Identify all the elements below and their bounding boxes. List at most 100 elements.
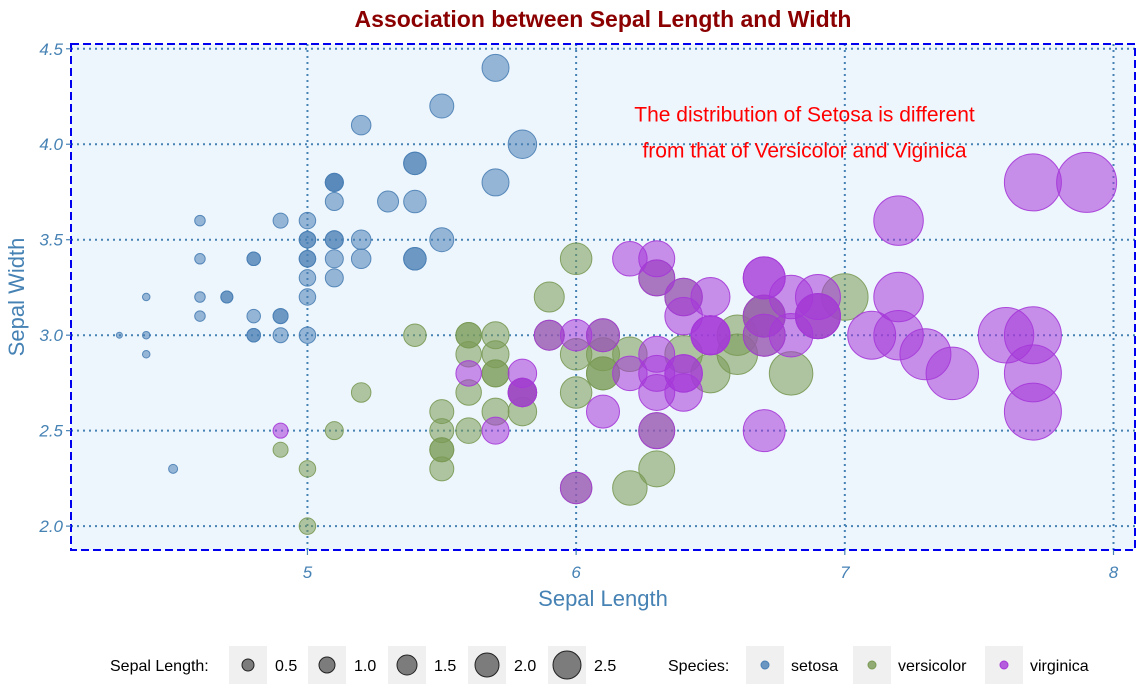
point-setosa — [272, 308, 289, 325]
point-setosa — [350, 114, 372, 136]
legend: Sepal Length: 0.5 1.0 1.5 2.0 2.5 Species: seto… — [110, 646, 1089, 684]
point-versicolor — [350, 382, 372, 403]
point-setosa — [403, 247, 427, 271]
point-setosa — [272, 327, 289, 344]
point-versicolor — [638, 450, 676, 488]
point-versicolor — [768, 351, 814, 396]
size-legend-circle — [552, 650, 582, 680]
x-axis-label: Sepal Length — [538, 586, 668, 611]
size-legend-title: Sepal Length: — [110, 658, 209, 675]
point-setosa — [194, 310, 206, 322]
color-legend-label: versicolor — [898, 658, 967, 675]
point-virginica — [873, 309, 924, 361]
color-legend-dot — [867, 660, 877, 670]
point-setosa — [168, 463, 179, 474]
point-versicolor — [403, 323, 427, 347]
point-versicolor — [298, 460, 317, 478]
point-virginica — [1056, 151, 1118, 213]
point-versicolor — [324, 421, 344, 441]
point-setosa — [298, 211, 317, 230]
point-versicolor — [481, 359, 510, 388]
point-virginica — [690, 315, 731, 356]
size-legend-label: 1.5 — [434, 658, 456, 675]
size-legend-label: 1.0 — [354, 658, 376, 675]
y-tick-label: 2.5 — [38, 422, 63, 441]
color-legend-label: virginica — [1030, 658, 1089, 675]
point-setosa — [481, 53, 510, 82]
annotation-line: from that of Versicolor and Viginica — [642, 139, 966, 162]
x-axis: 5 6 7 8 — [303, 550, 1119, 582]
y-tick-label: 3.0 — [39, 326, 63, 345]
point-setosa — [324, 268, 344, 288]
plot-border — [70, 43, 1136, 551]
color-legend-dot — [760, 660, 770, 670]
point-setosa — [324, 172, 344, 192]
point-virginica — [742, 313, 786, 357]
point-setosa — [298, 230, 317, 249]
point-setosa — [324, 192, 344, 212]
point-virginica — [1003, 306, 1062, 365]
point-virginica — [559, 318, 593, 352]
point-versicolor — [455, 321, 482, 349]
point-virginica — [664, 296, 703, 336]
point-setosa — [194, 291, 206, 303]
point-versicolor — [455, 417, 482, 444]
y-tick-label: 3.5 — [39, 231, 63, 250]
point-virginica — [925, 346, 980, 401]
size-legend-label: 2.5 — [594, 658, 616, 675]
point-setosa — [429, 227, 455, 253]
point-setosa — [350, 248, 372, 270]
size-legend-label: 2.0 — [514, 658, 536, 675]
point-setosa — [403, 151, 427, 176]
point-setosa — [298, 269, 317, 287]
point-versicolor — [298, 517, 317, 535]
point-setosa — [507, 129, 538, 159]
point-virginica — [873, 195, 924, 246]
point-virginica — [455, 360, 482, 387]
point-setosa — [141, 350, 151, 359]
point-virginica — [533, 319, 565, 351]
y-axis-label: Sepal Width — [4, 238, 29, 357]
size-legend-circle — [318, 656, 336, 674]
point-virginica — [638, 412, 676, 450]
point-setosa — [272, 212, 289, 229]
size-legend-circle — [474, 652, 500, 678]
point-virginica — [481, 416, 510, 445]
point-setosa — [429, 93, 455, 119]
point-virginica — [586, 394, 620, 429]
point-setosa — [324, 249, 344, 269]
point-virginica — [612, 241, 648, 277]
point-versicolor — [559, 376, 593, 409]
point-setosa — [481, 168, 510, 197]
point-setosa — [246, 308, 261, 324]
x-tick-label: 8 — [1109, 563, 1119, 582]
point-setosa — [246, 251, 261, 267]
point-virginica — [1003, 153, 1062, 212]
point-setosa — [194, 214, 206, 227]
annotation-line: The distribution of Setosa is different — [634, 103, 975, 126]
chart-title: Association between Sepal Length and Wid… — [355, 6, 852, 32]
size-legend-circle — [396, 654, 418, 676]
y-axis: 2.0 2.5 3.0 3.5 4.0 4.5 — [38, 40, 71, 536]
y-tick-label: 4.0 — [39, 135, 63, 154]
point-virginica — [507, 377, 538, 408]
point-setosa — [298, 326, 317, 344]
point-versicolor — [533, 281, 565, 313]
point-versicolor — [429, 399, 455, 425]
y-tick-label: 2.0 — [38, 517, 63, 536]
color-legend-title: Species: — [668, 658, 729, 675]
point-setosa — [194, 253, 206, 265]
point-setosa — [298, 250, 317, 268]
point-setosa — [141, 292, 151, 302]
point-setosa — [377, 190, 400, 213]
x-tick-label: 7 — [840, 563, 850, 582]
point-virginica — [272, 422, 289, 439]
point-setosa — [115, 331, 123, 339]
y-tick-label: 4.5 — [39, 40, 63, 59]
size-legend-label: 0.5 — [275, 658, 297, 675]
point-virginica — [742, 256, 786, 300]
point-virginica — [559, 471, 593, 505]
data-points — [115, 53, 1118, 535]
point-versicolor — [272, 441, 289, 458]
